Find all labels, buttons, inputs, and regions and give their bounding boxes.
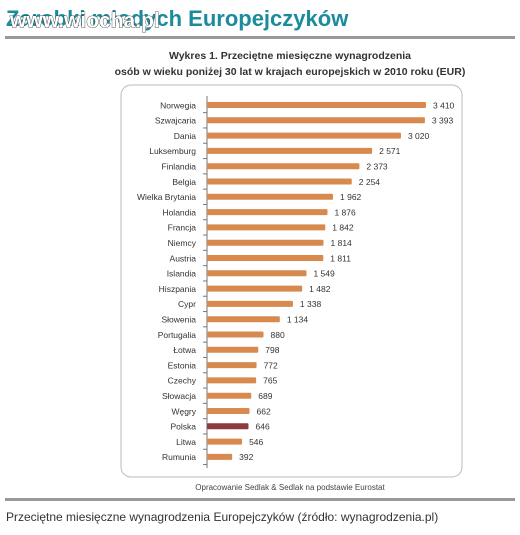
chart-subtitle: osób w wieku poniżej 30 lat w krajach eu… — [115, 66, 466, 78]
bar — [207, 331, 264, 338]
caption: Przeciętne miesięczne wynagrodzenia Euro… — [6, 510, 438, 524]
bar — [207, 423, 249, 430]
bar — [207, 209, 328, 216]
value-label: 3 020 — [408, 131, 430, 141]
value-label: 646 — [255, 422, 269, 432]
category-label: Portugalia — [158, 330, 197, 340]
category-label: Polska — [170, 422, 196, 432]
bar — [207, 270, 307, 277]
bar — [207, 255, 324, 261]
top-rule — [5, 36, 515, 39]
bar — [207, 163, 360, 170]
category-label: Niemcy — [168, 238, 197, 248]
category-label: Hiszpania — [159, 284, 197, 294]
value-label: 2 254 — [359, 177, 381, 187]
category-label: Słowacja — [162, 391, 196, 401]
value-label: 1 876 — [334, 207, 356, 217]
value-label: 546 — [249, 437, 263, 447]
category-label: Cypr — [178, 299, 196, 309]
category-label: Islandia — [167, 269, 197, 279]
value-label: 392 — [239, 452, 253, 462]
bar — [207, 408, 250, 414]
value-label: 880 — [271, 330, 285, 340]
bar — [207, 285, 303, 292]
bar — [207, 392, 252, 399]
category-label: Austria — [170, 253, 197, 263]
value-label: 2 571 — [379, 146, 401, 156]
bar — [207, 438, 243, 445]
value-label: 3 410 — [433, 100, 455, 110]
value-label: 1 811 — [330, 253, 351, 263]
bar — [207, 239, 324, 246]
category-label: Estonia — [168, 360, 197, 370]
category-label: Holandia — [162, 207, 196, 217]
value-label: 798 — [265, 345, 279, 355]
bar — [207, 117, 425, 124]
bar — [207, 102, 426, 108]
value-label: 3 393 — [432, 116, 454, 126]
source: Opracowanie Sedlak & Sedlak na podstawie… — [195, 483, 385, 492]
category-label: Słowenia — [162, 314, 197, 324]
plot-frame — [120, 84, 463, 478]
category-label: Belgia — [172, 177, 196, 187]
bottom-rule — [5, 498, 515, 501]
category-label: Węgry — [171, 406, 196, 416]
value-label: 1 134 — [287, 314, 309, 324]
bar — [207, 346, 259, 353]
category-label: Finlandia — [162, 161, 197, 171]
bar — [207, 178, 352, 185]
heading: Zarobki młodych Europejczyków — [6, 6, 349, 31]
value-label: 1 482 — [309, 284, 331, 294]
category-label: Francja — [168, 223, 197, 233]
bar — [207, 377, 257, 384]
value-label: 689 — [258, 391, 272, 401]
category-label: Rumunia — [162, 452, 196, 462]
value-label: 2 373 — [366, 161, 388, 171]
category-label: Łotwa — [173, 345, 196, 355]
watermark: www.wiocha.pl — [9, 10, 160, 33]
category-label: Litwa — [176, 437, 196, 447]
bar — [207, 147, 373, 154]
value-label: 1 842 — [332, 223, 354, 233]
value-label: 1 549 — [313, 269, 335, 279]
bar — [207, 316, 280, 323]
value-label: 1 814 — [331, 238, 353, 248]
bar — [207, 132, 401, 139]
bar — [207, 362, 257, 369]
category-label: Luksemburg — [149, 146, 196, 156]
category-label: Szwajcaria — [155, 116, 196, 126]
value-label: 765 — [263, 376, 277, 386]
bar — [207, 224, 326, 231]
category-label: Dania — [174, 131, 196, 141]
value-label: 662 — [257, 406, 271, 416]
category-label: Norwegia — [160, 100, 196, 110]
value-label: 772 — [264, 360, 278, 370]
bar — [207, 193, 334, 200]
chart-title: Wykres 1. Przeciętne miesięczne wynagrod… — [169, 50, 411, 62]
category-label: Wielka Brytania — [137, 192, 196, 202]
category-label: Czechy — [168, 376, 197, 386]
value-label: 1 338 — [300, 299, 322, 309]
value-label: 1 962 — [340, 192, 362, 202]
bar — [207, 453, 233, 460]
bar — [207, 300, 293, 307]
